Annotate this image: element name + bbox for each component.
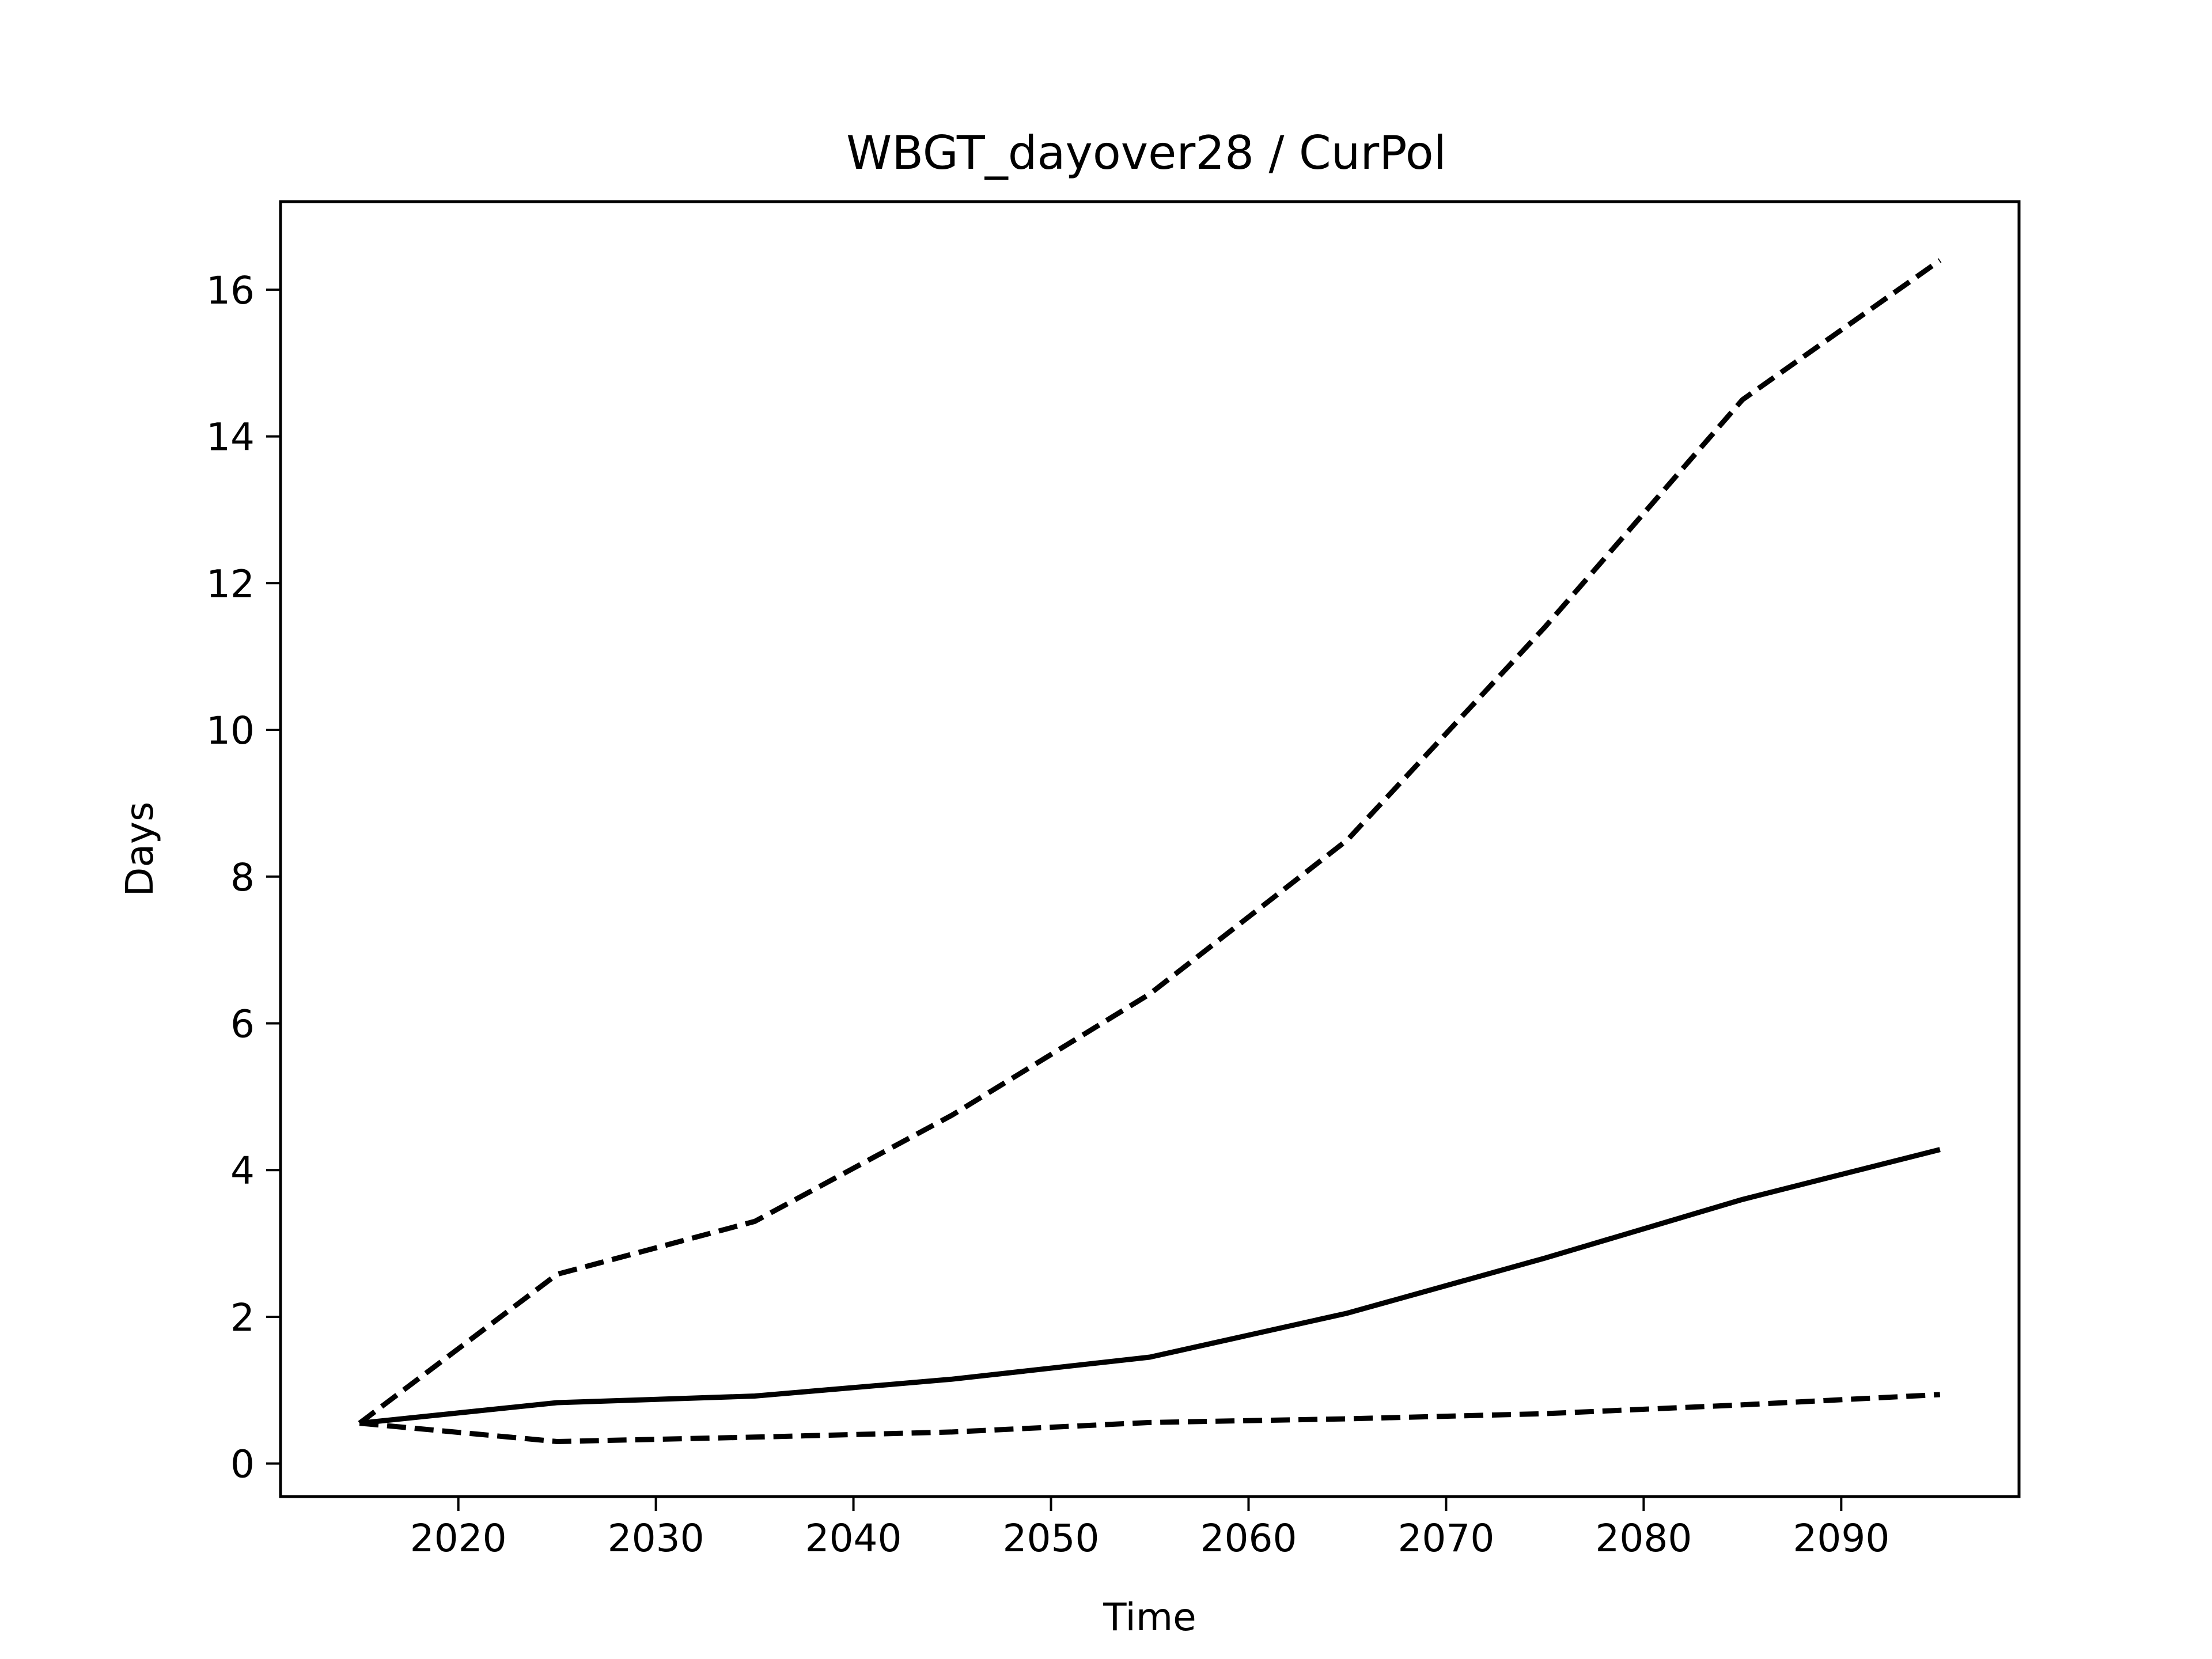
series-line-2 (359, 1392, 1941, 1444)
y-tick-label-8: 16 (206, 268, 255, 313)
y-tick-label-7: 14 (206, 415, 255, 460)
y-tick-label-2: 4 (230, 1149, 255, 1193)
y-tick-label-0: 0 (230, 1442, 255, 1487)
y-tick-label-5: 10 (206, 709, 255, 753)
x-tick-label-2: 2040 (805, 1516, 902, 1560)
plot-frame (279, 200, 2021, 1498)
series-line-0 (359, 1147, 1941, 1426)
y-tick-label-6: 12 (206, 562, 255, 606)
x-tick-label-4: 2060 (1200, 1516, 1297, 1560)
y-tick-label-3: 6 (230, 1002, 255, 1046)
x-axis-label: Time (1103, 1595, 1196, 1639)
x-tick-label-5: 2070 (1397, 1516, 1494, 1560)
y-axis-label: Days (118, 802, 162, 897)
x-tick-label-7: 2090 (1793, 1516, 1889, 1560)
y-tick-label-4: 8 (230, 855, 255, 900)
y-tick-label-1: 2 (230, 1296, 255, 1340)
y-axis: 0 2 4 6 8 10 12 14 16 (206, 268, 281, 1487)
x-axis: 2020 2030 2040 2050 2060 2070 2080 2090 (410, 1497, 1889, 1560)
x-tick-label-1: 2030 (608, 1516, 704, 1560)
chart-title: WBGT_dayover28 / CurPol (846, 126, 1446, 180)
x-tick-label-3: 2050 (1003, 1516, 1100, 1560)
series-line-1 (358, 258, 1942, 1426)
x-tick-label-6: 2080 (1595, 1516, 1692, 1560)
x-tick-label-0: 2020 (410, 1516, 507, 1560)
plot-area (358, 258, 1942, 1444)
